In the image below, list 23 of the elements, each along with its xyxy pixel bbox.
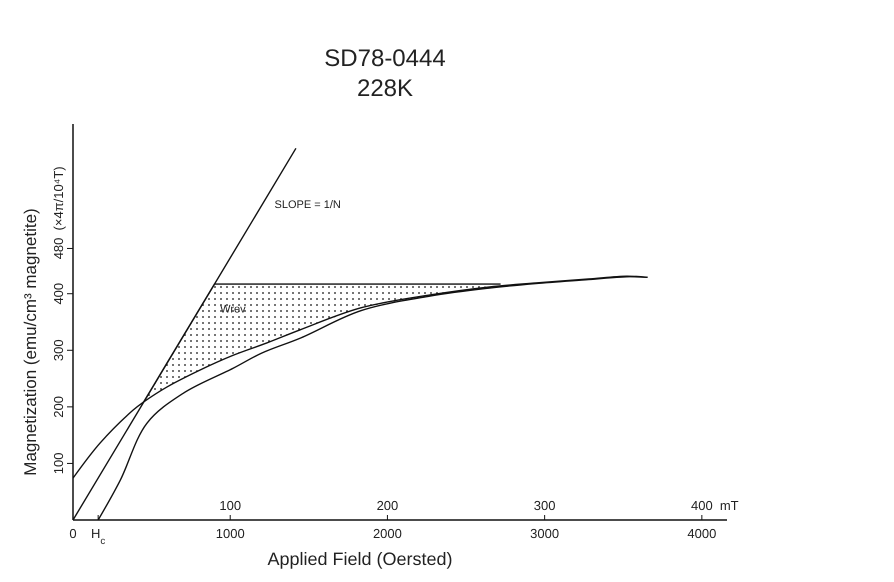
x-tick-label: 0	[69, 526, 77, 541]
x2-tick-label: 400	[690, 498, 713, 513]
y-axis-title: Magnetization (emu/cm³ magnetite)	[21, 208, 40, 476]
x-axis-title: Applied Field (Oersted)	[267, 549, 453, 569]
y-tick-label: 400	[51, 282, 66, 305]
x2-tick-label: 100	[219, 498, 242, 513]
annotation: Wrev	[220, 303, 246, 316]
x-tick-label: H$_{c}$	[91, 526, 106, 546]
x2-tick-label: 200	[376, 498, 398, 513]
x-tick-label: 1000	[216, 526, 245, 541]
y-tick-label: 300	[51, 339, 66, 362]
x2-tick-label: 300	[534, 498, 556, 513]
chart-title: SD78-0444	[324, 45, 446, 72]
y-tick-label: 200	[51, 396, 66, 418]
chart-subtitle: 228K	[356, 75, 414, 102]
annotation: SLOPE = 1/N	[274, 199, 341, 212]
x2-axis-title: mT	[720, 498, 739, 513]
y-tick-label: 480	[51, 238, 66, 260]
x-tick-label: 2000	[372, 526, 402, 541]
text: (×4π/10⁴T)	[51, 166, 66, 230]
x-tick-label: 3000	[530, 526, 560, 541]
y-tick-label: 100	[51, 452, 66, 474]
x-tick-label: 4000	[687, 526, 716, 541]
